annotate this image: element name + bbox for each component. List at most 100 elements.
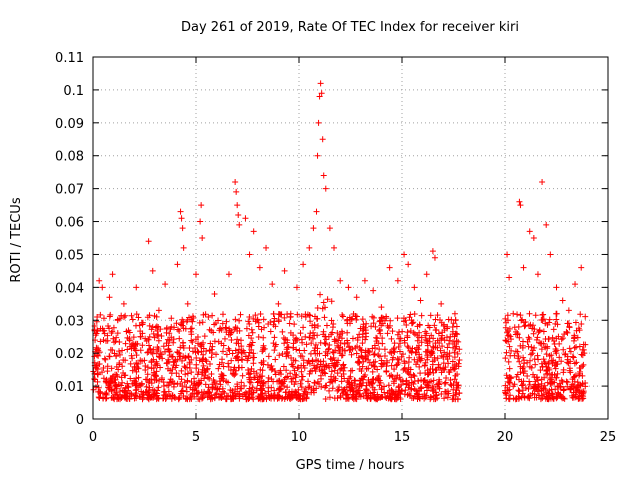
- roti-point-band: [430, 335, 437, 342]
- roti-point-band: [408, 374, 415, 381]
- roti-point-band: [175, 395, 182, 402]
- roti-point: [386, 264, 393, 271]
- roti-point-band: [95, 352, 102, 359]
- roti-point-band: [199, 369, 206, 376]
- roti-point-band: [526, 381, 533, 388]
- roti-point-band: [349, 345, 356, 352]
- roti-point-band: [151, 390, 158, 397]
- roti-point-band: [415, 377, 422, 384]
- roti-point-band: [284, 337, 291, 344]
- roti-point: [306, 244, 313, 251]
- roti-point-band: [331, 395, 338, 402]
- roti-point-band: [413, 390, 420, 397]
- roti-point-band: [363, 386, 370, 393]
- roti-point-band: [245, 366, 252, 373]
- roti-point-band: [424, 379, 431, 386]
- roti-point: [394, 277, 401, 284]
- roti-point-band: [239, 372, 246, 379]
- roti-point-band: [412, 349, 419, 356]
- roti-point-band: [255, 334, 262, 341]
- roti-point-band: [371, 351, 378, 358]
- roti-point-band: [113, 334, 120, 341]
- roti-point-band: [206, 375, 213, 382]
- roti-point-band: [335, 337, 342, 344]
- roti-point-band: [323, 336, 330, 343]
- roti-point: [331, 244, 338, 251]
- roti-point-band: [378, 363, 385, 370]
- roti-point-band: [427, 351, 434, 358]
- roti-point-band: [553, 316, 560, 323]
- roti-point-band: [248, 376, 255, 383]
- roti-point-band: [528, 344, 535, 351]
- roti-point-band: [429, 361, 436, 368]
- roti-point-band: [290, 357, 297, 364]
- roti-point: [174, 261, 181, 268]
- roti-point-band: [537, 367, 544, 374]
- roti-point-band: [571, 373, 578, 380]
- roti-point-band: [580, 389, 587, 396]
- roti-point-band: [325, 333, 332, 340]
- roti-point-band: [163, 360, 170, 367]
- roti-point-band: [407, 392, 414, 399]
- roti-point: [120, 300, 127, 307]
- roti-point: [520, 264, 527, 271]
- roti-point-band: [415, 346, 422, 353]
- roti-point: [139, 330, 146, 337]
- roti-point-band: [431, 322, 438, 329]
- roti-point-band: [92, 384, 99, 391]
- roti-point-band: [165, 356, 172, 363]
- roti-point-band: [416, 351, 423, 358]
- roti-point-band: [153, 358, 160, 365]
- roti-point-band: [227, 367, 234, 374]
- roti-point-band: [280, 363, 287, 370]
- roti-point: [506, 274, 513, 281]
- roti-point: [337, 277, 344, 284]
- roti-point-band: [170, 359, 177, 366]
- roti-point-band: [94, 327, 101, 334]
- roti-point-band: [265, 321, 272, 328]
- roti-point-band: [434, 312, 441, 319]
- roti-point-band: [386, 349, 393, 356]
- roti-point-band: [538, 360, 545, 367]
- roti-point-band: [563, 378, 570, 385]
- roti-point-band: [179, 388, 186, 395]
- roti-point-band: [160, 343, 167, 350]
- roti-point-band: [454, 350, 461, 357]
- roti-point-band: [539, 317, 546, 324]
- roti-point-band: [369, 368, 376, 375]
- roti-point-band: [150, 330, 157, 337]
- roti-point-band: [100, 365, 107, 372]
- roti-point-band: [546, 375, 553, 382]
- roti-point-band: [559, 335, 566, 342]
- roti-point-band: [555, 383, 562, 390]
- roti-point-band: [506, 343, 513, 350]
- roti-point-band: [307, 318, 314, 325]
- roti-point-band: [294, 365, 301, 372]
- roti-point-band: [566, 323, 573, 330]
- roti-point-band: [238, 385, 245, 392]
- roti-point-band: [178, 367, 185, 374]
- roti-point-band: [452, 372, 459, 379]
- roti-point-band: [271, 334, 278, 341]
- roti-point-band: [424, 354, 431, 361]
- roti-point-band: [540, 391, 547, 398]
- roti-point-band: [275, 392, 282, 399]
- roti-point-band: [453, 337, 460, 344]
- roti-point-band: [427, 378, 434, 385]
- roti-point-band: [434, 337, 441, 344]
- roti-point-band: [355, 358, 362, 365]
- roti-point-band: [158, 376, 165, 383]
- roti-point-band: [582, 383, 589, 390]
- x-tick-label: 0: [89, 430, 97, 445]
- roti-point-band: [398, 353, 405, 360]
- roti-point-band: [337, 394, 344, 401]
- roti-point-band: [181, 379, 188, 386]
- roti-point-band: [184, 378, 191, 385]
- roti-point: [287, 310, 294, 317]
- roti-point-band: [294, 337, 301, 344]
- roti-point-band: [539, 363, 546, 370]
- roti-point-band: [319, 363, 326, 370]
- roti-point-band: [525, 343, 532, 350]
- roti-point-band: [115, 366, 122, 373]
- roti-point-band: [572, 394, 579, 401]
